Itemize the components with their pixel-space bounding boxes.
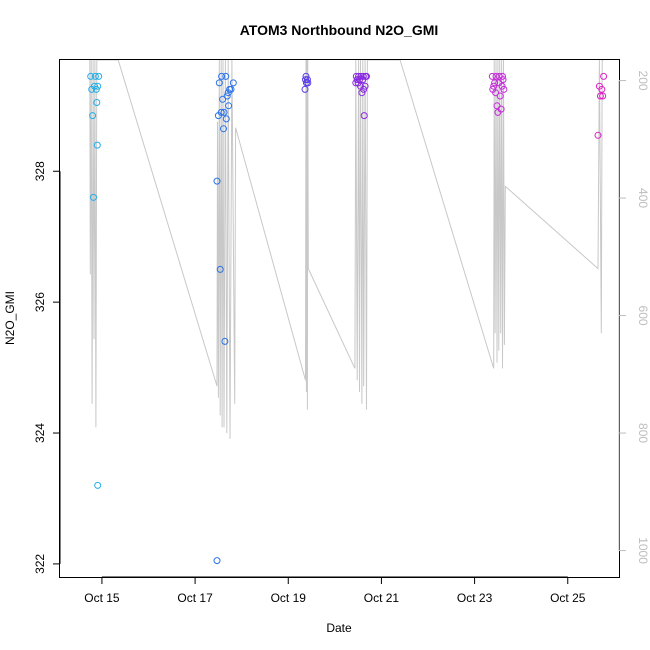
x-tick-label: Oct 15 [84,591,120,605]
data-point [94,82,102,90]
data-point [220,125,227,133]
data-point [499,72,506,80]
data-point [491,79,499,87]
data-point [594,131,602,139]
data-point [95,72,103,80]
data-point [90,193,97,201]
y-tick-label: 324 [33,423,47,443]
y-axis-label: N2O_GMI [3,291,17,345]
data-point [93,141,101,149]
data-point [222,72,230,80]
data-point [92,85,100,93]
y-tick-label: 326 [33,292,47,312]
data-point [225,102,233,110]
x-axis-label: Date [326,621,352,635]
data-point [303,76,311,84]
y-axis-left: 322 324 326 328 [33,161,61,574]
chart-title: ATOM3 Northbound N2O_GMI [240,22,439,38]
data-point [218,72,226,80]
data-point [360,85,368,93]
y-tick-label: 328 [33,161,47,181]
x-tick-label: Oct 19 [271,591,307,605]
data-point [213,557,221,565]
data-point [219,95,227,103]
y-right-tick-label: 400 [636,188,650,208]
x-axis: Oct 15 Oct 17 Oct 19 Oct 21 Oct 23 Oct 25 [84,576,586,605]
data-point [497,105,505,113]
data-point [217,108,225,116]
data-point [495,79,503,87]
data-point [215,79,223,87]
data-point [596,92,604,100]
pressure-line-layer [89,59,604,439]
y-axis-right: 200 400 600 800 1000 [618,71,650,564]
plot-frame [59,59,620,578]
y-right-tick-label: 800 [636,423,650,443]
y-tick-label: 322 [33,554,47,574]
data-point [223,92,231,100]
y-right-tick-label: 200 [636,71,650,91]
data-point [216,265,224,273]
data-point [213,177,221,185]
data-points-layer [87,72,608,565]
data-point [360,112,368,120]
data-point [91,72,99,80]
data-point [500,85,508,93]
data-point [229,79,237,87]
data-point [490,82,498,90]
data-point [496,92,504,100]
x-tick-label: Oct 21 [364,591,400,605]
data-point [221,337,229,345]
pressure-line [89,59,604,439]
x-tick-label: Oct 23 [457,591,493,605]
x-tick-label: Oct 17 [177,591,213,605]
data-point [598,85,606,93]
data-point [222,115,230,123]
data-point [302,72,310,80]
data-point [488,72,496,80]
x-tick-label: Oct 25 [550,591,586,605]
data-point [89,112,97,120]
data-point [363,72,370,80]
y-right-tick-label: 600 [636,306,650,326]
data-point [361,82,369,90]
data-point [499,76,507,84]
data-point [220,108,228,116]
data-point [301,85,309,93]
data-point [304,79,312,87]
data-point [94,481,102,489]
data-point [492,89,500,97]
data-point [358,89,366,97]
data-point [600,72,608,80]
data-point [87,72,95,80]
data-point [599,92,607,100]
data-point [227,85,235,93]
data-point [359,72,367,80]
data-point [93,99,101,106]
y-right-tick-label: 1000 [636,537,650,564]
